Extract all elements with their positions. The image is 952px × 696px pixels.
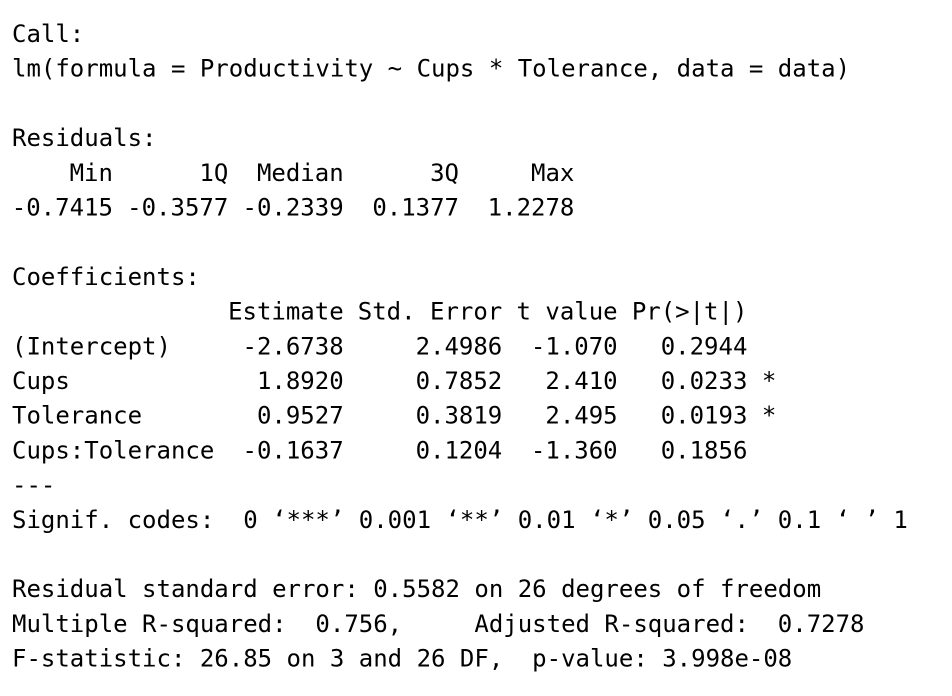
coef-cell: 0.2944	[661, 332, 748, 360]
residual-header: Max	[531, 159, 574, 187]
coef-cell: -1.070	[531, 332, 618, 360]
coef-cell: 0.0233	[661, 367, 748, 395]
residuals-label: Residuals:	[12, 124, 157, 152]
coef-signif: *	[762, 367, 776, 395]
coef-cell: 0.1856	[661, 436, 748, 464]
coefficients-label: Coefficients:	[12, 263, 200, 291]
coef-cell: -2.6738	[243, 332, 344, 360]
coef-cell: 1.8920	[257, 367, 344, 395]
coef-header: Std. Error	[358, 298, 503, 326]
coef-cell: 0.7852	[416, 367, 503, 395]
coef-header: Estimate	[228, 298, 344, 326]
residual-header: 3Q	[430, 159, 459, 187]
call-label: Call:	[12, 20, 84, 48]
coef-cell: 0.9527	[257, 402, 344, 430]
separator: ---	[12, 471, 55, 499]
coef-row-name: Cups	[12, 367, 70, 395]
coef-signif: *	[762, 402, 776, 430]
residual-header: Min	[70, 159, 113, 187]
call-formula: lm(formula = Productivity ~ Cups * Toler…	[12, 55, 850, 83]
coef-cell: 0.1204	[416, 436, 503, 464]
residual-value: 0.1377	[372, 194, 459, 222]
coef-row-name: Cups:Tolerance	[12, 436, 214, 464]
residual-header: 1Q	[199, 159, 228, 187]
summary-line: Multiple R-squared: 0.756, Adjusted R-sq…	[12, 610, 865, 638]
summary-line: Residual standard error: 0.5582 on 26 de…	[12, 575, 821, 603]
residual-value: -0.2339	[243, 194, 344, 222]
coef-cell: 2.495	[545, 402, 617, 430]
residual-value: -0.7415	[12, 194, 113, 222]
signif-codes: Signif. codes: 0 ‘***’ 0.001 ‘**’ 0.01 ‘…	[12, 506, 908, 534]
coef-header: t value	[516, 298, 617, 326]
summary-line: F-statistic: 26.85 on 3 and 26 DF, p-val…	[12, 645, 792, 673]
residual-header: Median	[257, 159, 344, 187]
coef-row-name: Tolerance	[12, 402, 142, 430]
coef-cell: -1.360	[531, 436, 618, 464]
coef-cell: 0.3819	[416, 402, 503, 430]
coef-cell: 0.0193	[661, 402, 748, 430]
coef-row-name: (Intercept)	[12, 332, 171, 360]
coef-cell: 2.4986	[416, 332, 503, 360]
residual-value: 1.2278	[488, 194, 575, 222]
residual-value: -0.3577	[127, 194, 228, 222]
coef-header: Pr(>|t|)	[632, 298, 748, 326]
coef-cell: -0.1637	[243, 436, 344, 464]
coef-cell: 2.410	[545, 367, 617, 395]
